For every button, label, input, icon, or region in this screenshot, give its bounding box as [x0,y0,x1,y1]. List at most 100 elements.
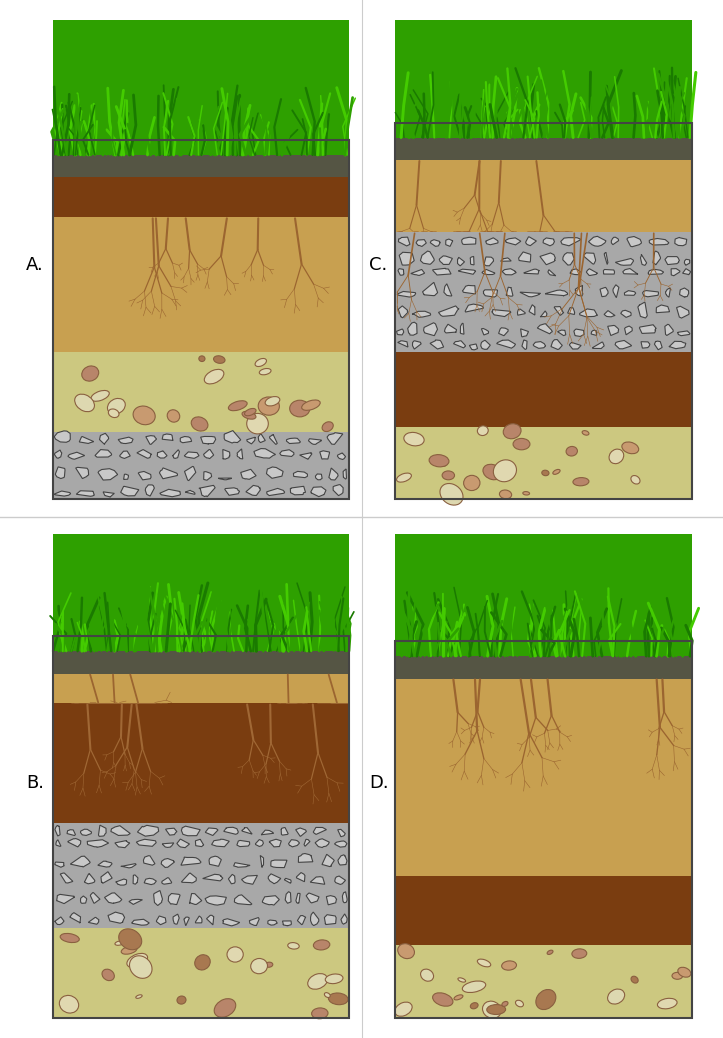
Polygon shape [413,340,422,349]
Ellipse shape [251,958,268,974]
Polygon shape [121,486,139,496]
Polygon shape [315,839,329,847]
Polygon shape [608,326,619,335]
Ellipse shape [244,408,256,416]
Polygon shape [576,285,583,296]
Polygon shape [267,467,283,479]
Polygon shape [430,240,440,246]
Polygon shape [506,288,513,296]
Polygon shape [184,466,196,481]
Bar [53,823,349,928]
Polygon shape [56,467,65,479]
Polygon shape [105,893,122,903]
Polygon shape [497,340,515,348]
Polygon shape [284,878,291,883]
Polygon shape [445,324,456,333]
Polygon shape [683,269,690,275]
Polygon shape [680,288,689,297]
Ellipse shape [325,974,343,984]
Polygon shape [529,305,535,316]
Ellipse shape [547,950,553,955]
Ellipse shape [500,490,512,499]
Polygon shape [309,439,322,444]
Bar [395,534,692,656]
Polygon shape [241,469,256,480]
Polygon shape [195,840,204,847]
Polygon shape [458,257,464,266]
Ellipse shape [672,973,683,979]
Ellipse shape [395,1002,412,1016]
Polygon shape [562,252,574,265]
Ellipse shape [566,446,578,456]
Ellipse shape [136,994,142,999]
Polygon shape [271,861,287,868]
Ellipse shape [631,475,640,484]
Polygon shape [281,827,288,835]
Polygon shape [600,288,608,297]
Polygon shape [76,491,95,496]
Polygon shape [55,862,64,868]
Text: C.: C. [369,255,388,274]
Polygon shape [639,325,656,333]
Polygon shape [137,449,152,458]
Polygon shape [100,433,108,444]
Polygon shape [665,256,680,265]
Ellipse shape [482,1001,501,1018]
Polygon shape [398,269,404,275]
Ellipse shape [487,1005,505,1014]
Polygon shape [398,306,408,318]
Ellipse shape [242,411,256,419]
Ellipse shape [133,406,155,425]
Polygon shape [591,330,596,335]
Polygon shape [270,434,278,444]
Polygon shape [181,873,196,883]
Polygon shape [654,342,662,350]
Polygon shape [568,307,575,315]
Polygon shape [499,328,508,335]
Polygon shape [533,342,546,349]
Polygon shape [204,471,212,481]
Polygon shape [56,895,74,904]
Polygon shape [173,449,179,459]
Polygon shape [440,256,453,265]
Text: D.: D. [369,774,389,792]
Ellipse shape [265,962,273,967]
Polygon shape [306,893,319,903]
Ellipse shape [258,397,279,415]
Polygon shape [261,830,273,835]
Ellipse shape [483,464,502,480]
Polygon shape [338,829,346,837]
Ellipse shape [312,1008,328,1018]
Ellipse shape [102,969,114,981]
Polygon shape [326,896,337,905]
Polygon shape [666,289,670,297]
Polygon shape [520,292,540,297]
Text: A.: A. [26,255,44,274]
Ellipse shape [513,438,530,449]
Polygon shape [482,328,489,335]
Polygon shape [398,340,408,347]
Polygon shape [304,840,310,846]
Ellipse shape [678,967,691,977]
Polygon shape [98,825,106,837]
Ellipse shape [308,974,328,989]
Polygon shape [432,268,451,275]
Polygon shape [80,437,94,443]
Polygon shape [445,239,453,246]
Polygon shape [133,875,138,884]
Ellipse shape [622,442,638,454]
Ellipse shape [442,471,455,480]
Polygon shape [492,309,511,317]
Bar [395,137,692,160]
Ellipse shape [322,421,333,432]
Bar [53,352,349,432]
Polygon shape [101,872,112,883]
Ellipse shape [167,410,180,422]
Polygon shape [615,258,633,266]
Polygon shape [195,916,202,923]
Polygon shape [267,489,285,495]
Bar [395,875,692,946]
Polygon shape [294,471,307,477]
Polygon shape [521,329,529,337]
Polygon shape [108,912,124,923]
